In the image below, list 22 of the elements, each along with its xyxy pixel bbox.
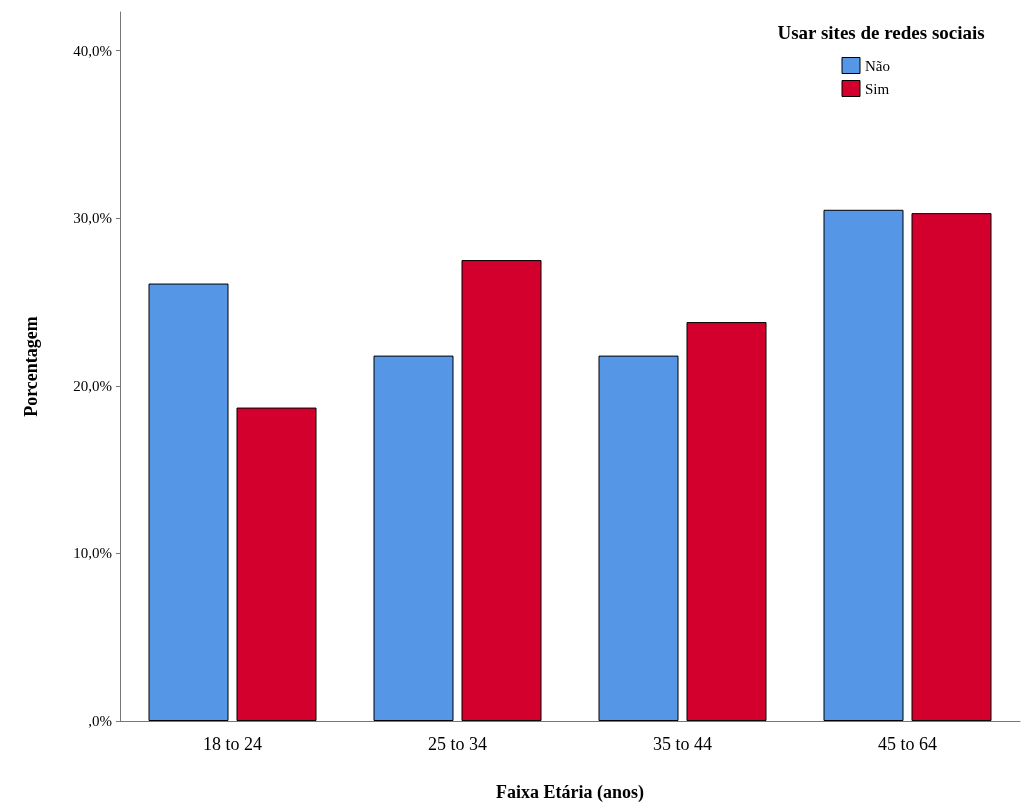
y-tick-label: 10,0%: [73, 545, 112, 562]
bar: [823, 209, 904, 721]
y-axis-title: Porcentagem: [21, 316, 41, 417]
bar: [911, 213, 992, 721]
bar: [148, 283, 229, 721]
x-tick-label: 18 to 24: [202, 734, 263, 754]
x-tick-label: 35 to 44: [652, 734, 713, 754]
x-tick-label: 25 to 34: [427, 734, 488, 754]
legend-label: Sim: [865, 80, 890, 97]
bar: [461, 260, 542, 721]
y-tick-label: 20,0%: [73, 377, 112, 394]
x-axis-title: Faixa Etária (anos): [496, 782, 644, 803]
y-tick-label: 30,0%: [73, 210, 112, 227]
y-tick-label: ,0%: [88, 713, 112, 729]
legend-title: Usar sites de redes sociais: [777, 22, 985, 43]
bar: [686, 322, 767, 721]
y-tick-label: 40,0%: [73, 42, 112, 59]
legend-label: Não: [865, 57, 891, 74]
x-tick-label: 45 to 64: [877, 734, 938, 754]
bar: [598, 355, 679, 721]
bar: [236, 407, 317, 721]
bar: [373, 355, 454, 721]
